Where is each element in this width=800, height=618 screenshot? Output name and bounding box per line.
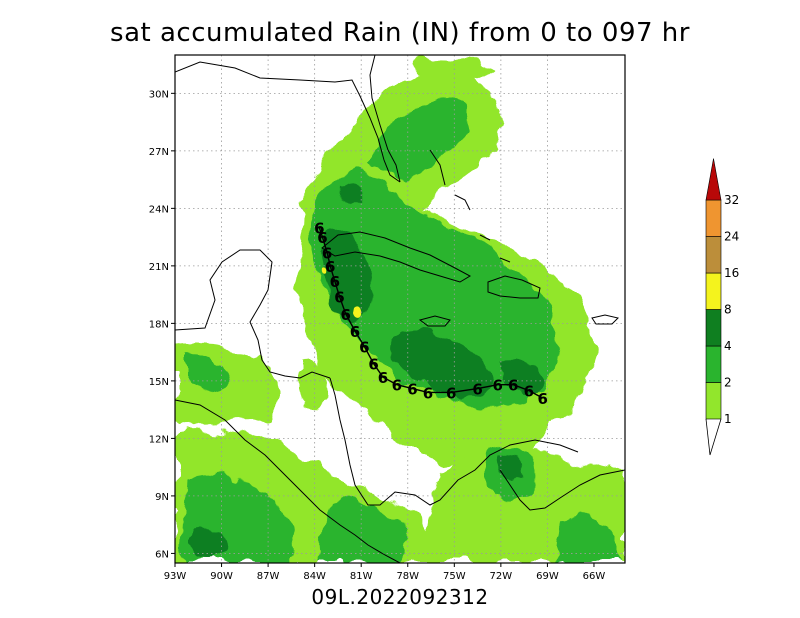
color-bar-segment xyxy=(705,272,722,310)
storm-track-marker: 6 xyxy=(472,381,482,399)
storm-track-marker: 6 xyxy=(524,382,534,400)
coastlines xyxy=(175,55,625,563)
storm-track-marker: 6 xyxy=(340,306,350,324)
y-tick-label: 12N xyxy=(149,434,169,445)
bahamas-1 xyxy=(429,149,446,186)
y-tick-label: 30N xyxy=(149,89,169,100)
storm-track-marker: 6 xyxy=(368,356,378,374)
color-bar-segment xyxy=(705,345,722,383)
storm-track-marker: 6 xyxy=(350,323,360,341)
cuba xyxy=(321,231,472,283)
color-bar-top-arrow xyxy=(705,158,722,201)
color-bar-segment xyxy=(705,382,722,420)
color-bar-label: 8 xyxy=(724,303,732,317)
x-tick-label: 87W xyxy=(257,571,280,582)
x-axis-ticks: 93W 90W 87W 84W 81W 78W 75W 72W 69W 66W xyxy=(164,563,606,582)
x-tick-label: 84W xyxy=(303,571,326,582)
x-tick-label: 66W xyxy=(583,571,606,582)
florida-east-coast xyxy=(369,55,401,183)
hispaniola xyxy=(487,275,541,299)
lat-lon-grid xyxy=(175,55,625,563)
storm-track-marker: 6 xyxy=(314,220,324,238)
rain-level-8-area xyxy=(321,267,362,318)
x-tick-label: 93W xyxy=(164,571,187,582)
color-bar-label: 16 xyxy=(724,266,739,280)
gulf-coast xyxy=(175,61,401,183)
y-tick-label: 21N xyxy=(149,262,169,273)
y-tick-label: 9N xyxy=(155,492,169,503)
storm-track-marker: 6 xyxy=(334,289,344,307)
y-axis-ticks: 6N 9N 12N 15N 18N 21N 24N 27N 30N xyxy=(149,89,175,560)
puerto-rico xyxy=(591,314,619,325)
y-tick-label: 24N xyxy=(149,204,169,215)
color-bar-segment xyxy=(705,199,722,237)
south-america-coast xyxy=(499,469,625,511)
x-tick-label: 90W xyxy=(210,571,233,582)
storm-track-marker: 6 xyxy=(446,384,456,402)
color-bar-label: 32 xyxy=(724,193,739,207)
x-tick-label: 75W xyxy=(443,571,466,582)
bahamas-3 xyxy=(479,234,491,241)
map-frame xyxy=(174,54,626,564)
storm-track-marker: 6 xyxy=(538,390,548,408)
y-tick-label: 15N xyxy=(149,377,169,388)
bahamas-4 xyxy=(499,257,511,263)
pacific-coast xyxy=(175,399,401,563)
x-tick-label: 69W xyxy=(536,571,559,582)
y-tick-label: 6N xyxy=(155,549,169,560)
y-tick-label: 18N xyxy=(149,319,169,330)
storm-track-line xyxy=(318,227,544,399)
yucatan-coast xyxy=(175,249,331,379)
x-tick-label: 81W xyxy=(350,571,373,582)
storm-track-marker: 6 xyxy=(359,338,369,356)
x-tick-label: 72W xyxy=(490,571,513,582)
storm-track-marker: 6 xyxy=(407,381,417,399)
storm-track-marker: 6 xyxy=(322,244,332,262)
storm-id-label: 09L.2022092312 xyxy=(311,585,489,609)
storm-track-marker: 6 xyxy=(508,377,518,395)
color-bar-bottom-tail xyxy=(705,418,722,456)
color-bar-label: 2 xyxy=(724,376,732,390)
color-bar-segment xyxy=(705,236,722,274)
storm-track-marker: 6 xyxy=(392,377,402,395)
y-tick-label: 27N xyxy=(149,147,169,158)
storm-track-marker: 6 xyxy=(317,229,327,247)
jamaica xyxy=(418,315,451,327)
x-tick-label: 78W xyxy=(396,571,419,582)
color-bar-label: 4 xyxy=(724,339,732,353)
color-bar-label: 24 xyxy=(724,230,739,244)
rain-level-2-area xyxy=(180,97,620,563)
color-bar-segment xyxy=(705,309,722,347)
color-bar-label: 1 xyxy=(724,412,732,426)
bahamas-2 xyxy=(454,194,471,211)
rain-level-4-area xyxy=(190,183,545,556)
storm-track-marker: 6 xyxy=(493,377,503,395)
map-title: sat accumulated Rain (IN) from 0 to 097 … xyxy=(110,18,690,48)
storm-track-marker: 6 xyxy=(325,258,335,276)
central-america-coast xyxy=(329,377,579,506)
storm-track-marker: 6 xyxy=(423,384,433,402)
storm-track-marker: 6 xyxy=(378,369,388,387)
storm-track-marker: 6 xyxy=(330,273,340,291)
